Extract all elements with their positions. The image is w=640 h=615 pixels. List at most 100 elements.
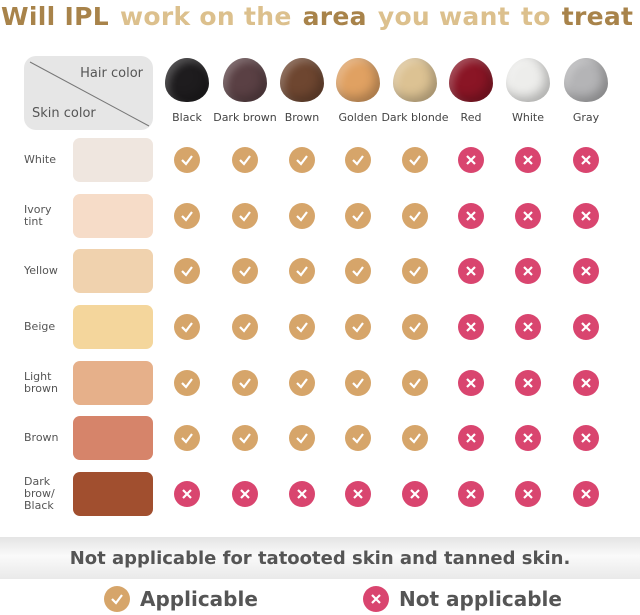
skin-swatch xyxy=(73,361,153,405)
hair-color-name: Brown xyxy=(284,111,320,124)
hair-swatch xyxy=(336,58,380,102)
hair-column-6: White xyxy=(499,58,557,124)
check-icon xyxy=(232,258,258,284)
hair-column-4: Dark blonde xyxy=(381,58,449,124)
page-title: Will IPL work on the area you want to tr… xyxy=(0,2,640,31)
hair-swatch xyxy=(564,58,608,102)
skin-swatch xyxy=(73,249,153,293)
check-icon xyxy=(402,314,428,340)
check-icon xyxy=(402,203,428,229)
skin-color-name: Yellow xyxy=(24,264,58,277)
title-part: treat ? xyxy=(561,2,640,31)
check-icon xyxy=(232,370,258,396)
check-icon xyxy=(289,258,315,284)
cross-icon xyxy=(458,370,484,396)
header-corner-cell: Hair color Skin color xyxy=(24,56,153,130)
legend-applicable: Applicable xyxy=(104,586,258,612)
cross-icon xyxy=(174,481,200,507)
hair-color-label: Hair color xyxy=(80,66,143,81)
hair-swatch xyxy=(280,58,324,102)
check-icon xyxy=(232,147,258,173)
skin-color-name: White xyxy=(24,153,56,166)
note-banner: Not applicable for tatooted skin and tan… xyxy=(0,537,640,579)
cross-icon xyxy=(402,481,428,507)
cross-icon xyxy=(573,370,599,396)
cross-icon xyxy=(573,203,599,229)
hair-color-name: Dark brown xyxy=(213,111,277,124)
check-icon xyxy=(402,425,428,451)
check-icon xyxy=(289,203,315,229)
cross-icon xyxy=(515,203,541,229)
check-icon xyxy=(232,203,258,229)
cross-icon xyxy=(458,425,484,451)
cross-icon xyxy=(573,258,599,284)
check-icon xyxy=(174,147,200,173)
diagonal-divider xyxy=(29,61,150,127)
hair-swatch xyxy=(506,58,550,102)
note-text: Not applicable for tatooted skin and tan… xyxy=(69,547,571,569)
title-part: work on the xyxy=(119,2,292,31)
skin-color-name: Light brown xyxy=(24,370,58,395)
check-icon xyxy=(104,586,130,612)
cross-icon xyxy=(515,258,541,284)
title-part: to xyxy=(520,2,551,31)
check-icon xyxy=(345,258,371,284)
check-icon xyxy=(289,147,315,173)
hair-column-3: Golden xyxy=(329,58,387,124)
hair-color-name: Gray xyxy=(572,111,600,124)
cross-icon xyxy=(458,314,484,340)
skin-swatch xyxy=(73,138,153,182)
hair-swatch xyxy=(165,58,209,102)
legend-not-applicable: Not applicable xyxy=(363,586,562,612)
check-icon xyxy=(174,370,200,396)
check-icon xyxy=(402,370,428,396)
hair-column-1: Dark brown xyxy=(213,58,277,124)
check-icon xyxy=(232,314,258,340)
hair-color-name: White xyxy=(512,111,544,124)
legend-applicable-label: Applicable xyxy=(140,587,258,611)
skin-color-name: Ivory tint xyxy=(24,203,52,228)
cross-icon xyxy=(345,481,371,507)
cross-icon xyxy=(289,481,315,507)
check-icon xyxy=(345,147,371,173)
cross-icon xyxy=(573,425,599,451)
cross-icon xyxy=(458,203,484,229)
cross-icon xyxy=(458,258,484,284)
legend-not-applicable-label: Not applicable xyxy=(399,587,562,611)
cross-icon xyxy=(515,314,541,340)
check-icon xyxy=(345,314,371,340)
check-icon xyxy=(345,425,371,451)
title-part: area xyxy=(302,2,367,31)
cross-icon xyxy=(515,370,541,396)
hair-color-name: Golden xyxy=(338,111,378,124)
check-icon xyxy=(345,203,371,229)
hair-swatch xyxy=(223,58,267,102)
skin-color-name: Dark brow/Black xyxy=(24,475,55,512)
cross-icon xyxy=(573,147,599,173)
hair-column-7: Gray xyxy=(557,58,615,124)
check-icon xyxy=(232,425,258,451)
cross-icon xyxy=(458,147,484,173)
skin-swatch xyxy=(73,416,153,460)
cross-icon xyxy=(515,425,541,451)
check-icon xyxy=(402,147,428,173)
hair-color-name: Dark blonde xyxy=(381,111,449,124)
skin-color-name: Beige xyxy=(24,320,56,333)
check-icon xyxy=(174,258,200,284)
hair-column-2: Brown xyxy=(273,58,331,124)
skin-color-label: Skin color xyxy=(32,106,96,121)
check-icon xyxy=(289,370,315,396)
cross-icon xyxy=(573,481,599,507)
cross-icon xyxy=(458,481,484,507)
hair-color-name: Black xyxy=(172,111,202,124)
hair-column-0: Black xyxy=(158,58,216,124)
check-icon xyxy=(289,425,315,451)
check-icon xyxy=(174,314,200,340)
hair-column-5: Red xyxy=(442,58,500,124)
check-icon xyxy=(174,203,200,229)
skin-color-name: Brown xyxy=(24,431,59,444)
title-part: you want xyxy=(377,2,510,31)
cross-icon xyxy=(515,481,541,507)
check-icon xyxy=(289,314,315,340)
check-icon xyxy=(345,370,371,396)
